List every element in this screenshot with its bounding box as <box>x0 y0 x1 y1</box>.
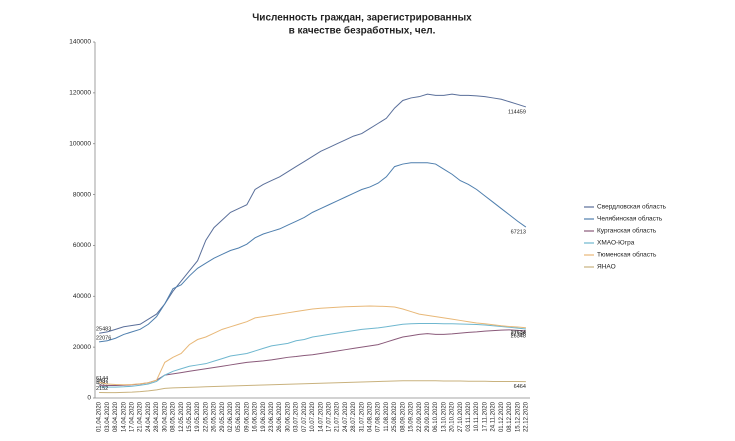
x-tick-label: 22.09.2020 <box>417 401 423 432</box>
x-tick-label: 10.11.2020 <box>474 401 480 431</box>
y-tick-label: 80000 <box>73 191 91 198</box>
x-tick-label: 28.04.2020 <box>154 401 160 432</box>
x-tick-label: 17.04.2020 <box>130 401 136 432</box>
x-tick-label: 19.05.2020 <box>195 401 201 432</box>
legend-label: Курганская область <box>597 227 657 235</box>
legend-label: ХМАО-Югра <box>597 240 635 247</box>
x-tick-label: 20.10.2020 <box>450 401 456 432</box>
y-tick-label: 0 <box>87 395 91 402</box>
x-tick-label: 13.10.2020 <box>441 401 447 432</box>
x-tick-label: 21.07.2020 <box>335 401 341 432</box>
x-tick-label: 22.12.2020 <box>523 401 529 432</box>
y-tick-label: 140000 <box>69 39 91 46</box>
x-tick-label: 29.09.2020 <box>425 401 431 432</box>
x-tick-label: 11.08.2020 <box>384 401 390 431</box>
chart-title: в качестве безработных, чел. <box>289 25 436 37</box>
series-line <box>99 380 526 394</box>
legend-label: ЯНАО <box>597 264 616 271</box>
x-tick-label: 24.11.2020 <box>491 401 497 431</box>
x-tick-label: 07.08.2020 <box>376 401 382 432</box>
x-tick-label: 17.11.2020 <box>482 401 488 431</box>
x-tick-label: 28.07.2020 <box>351 401 357 432</box>
x-tick-label: 08.09.2020 <box>400 401 406 432</box>
chart-title: Численность граждан, зарегистрированных <box>252 13 472 24</box>
x-tick-label: 08.05.2020 <box>171 401 177 432</box>
x-tick-label: 24.07.2020 <box>343 401 349 432</box>
y-tick-label: 40000 <box>73 293 91 300</box>
y-tick-label: 20000 <box>73 344 91 351</box>
x-tick-label: 23.06.2020 <box>269 401 275 432</box>
series-line <box>99 93 527 334</box>
legend-label: Челябинская область <box>597 215 663 223</box>
data-label: 6464 <box>514 384 526 390</box>
x-tick-label: 26.06.2020 <box>277 401 283 432</box>
x-tick-label: 14.04.2020 <box>121 401 127 432</box>
data-label: 25483 <box>96 327 111 333</box>
x-tick-label: 01.04.2020 <box>97 401 103 432</box>
series-line <box>99 162 527 343</box>
data-label: 6144 <box>96 376 108 382</box>
y-tick-label: 100000 <box>69 140 91 147</box>
series-line <box>99 329 526 387</box>
y-tick-label: 120000 <box>69 90 91 97</box>
legend-label: Свердловская область <box>597 203 667 211</box>
x-tick-label: 22.05.2020 <box>203 401 209 432</box>
data-label: 27634 <box>511 330 526 336</box>
x-tick-label: 14.07.2020 <box>318 401 324 432</box>
data-label: 4997 <box>96 379 108 385</box>
x-tick-label: 17.07.2020 <box>326 401 332 432</box>
x-tick-label: 16.06.2020 <box>253 401 259 432</box>
x-tick-label: 06.10.2020 <box>433 401 439 432</box>
x-tick-label: 24.04.2020 <box>146 401 152 432</box>
data-label: 67213 <box>511 230 526 236</box>
data-label: 27136 <box>511 331 526 337</box>
x-tick-label: 08.04.2020 <box>113 401 119 432</box>
x-tick-label: 30.06.2020 <box>285 401 291 432</box>
x-tick-label: 10.07.2020 <box>310 401 316 432</box>
x-tick-label: 05.06.2020 <box>236 401 242 432</box>
x-tick-label: 15.09.2020 <box>409 401 415 432</box>
series-line <box>99 322 526 388</box>
series-line <box>99 305 526 386</box>
x-tick-label: 01.12.2020 <box>499 401 505 432</box>
data-label: 26348 <box>511 333 526 339</box>
data-label: 22076 <box>96 335 111 341</box>
x-tick-label: 03.07.2020 <box>294 401 300 432</box>
x-tick-label: 08.12.2020 <box>507 401 513 432</box>
x-tick-label: 03.04.2020 <box>105 401 111 432</box>
x-tick-label: 07.07.2020 <box>302 401 308 432</box>
x-tick-label: 31.07.2020 <box>359 401 365 432</box>
data-label: 114459 <box>508 109 526 115</box>
x-tick-label: 12.05.2020 <box>179 401 185 432</box>
x-tick-label: 04.08.2020 <box>368 401 374 432</box>
x-tick-label: 15.12.2020 <box>515 401 521 432</box>
legend-label: Тюменская область <box>597 251 657 259</box>
x-tick-label: 02.06.2020 <box>228 401 234 432</box>
x-tick-label: 21.04.2020 <box>138 401 144 432</box>
x-tick-label: 09.06.2020 <box>244 401 250 432</box>
x-tick-label: 26.05.2020 <box>212 401 218 432</box>
x-tick-label: 15.05.2020 <box>187 401 193 432</box>
x-tick-label: 03.11.2020 <box>466 401 472 431</box>
x-tick-label: 27.10.2020 <box>458 401 464 432</box>
x-tick-label: 19.06.2020 <box>261 401 267 432</box>
data-label: 2152 <box>96 386 108 392</box>
x-tick-label: 25.08.2020 <box>392 401 398 432</box>
y-tick-label: 60000 <box>73 242 91 249</box>
x-tick-label: 29.05.2020 <box>220 401 226 432</box>
x-tick-label: 30.04.2020 <box>162 401 168 432</box>
